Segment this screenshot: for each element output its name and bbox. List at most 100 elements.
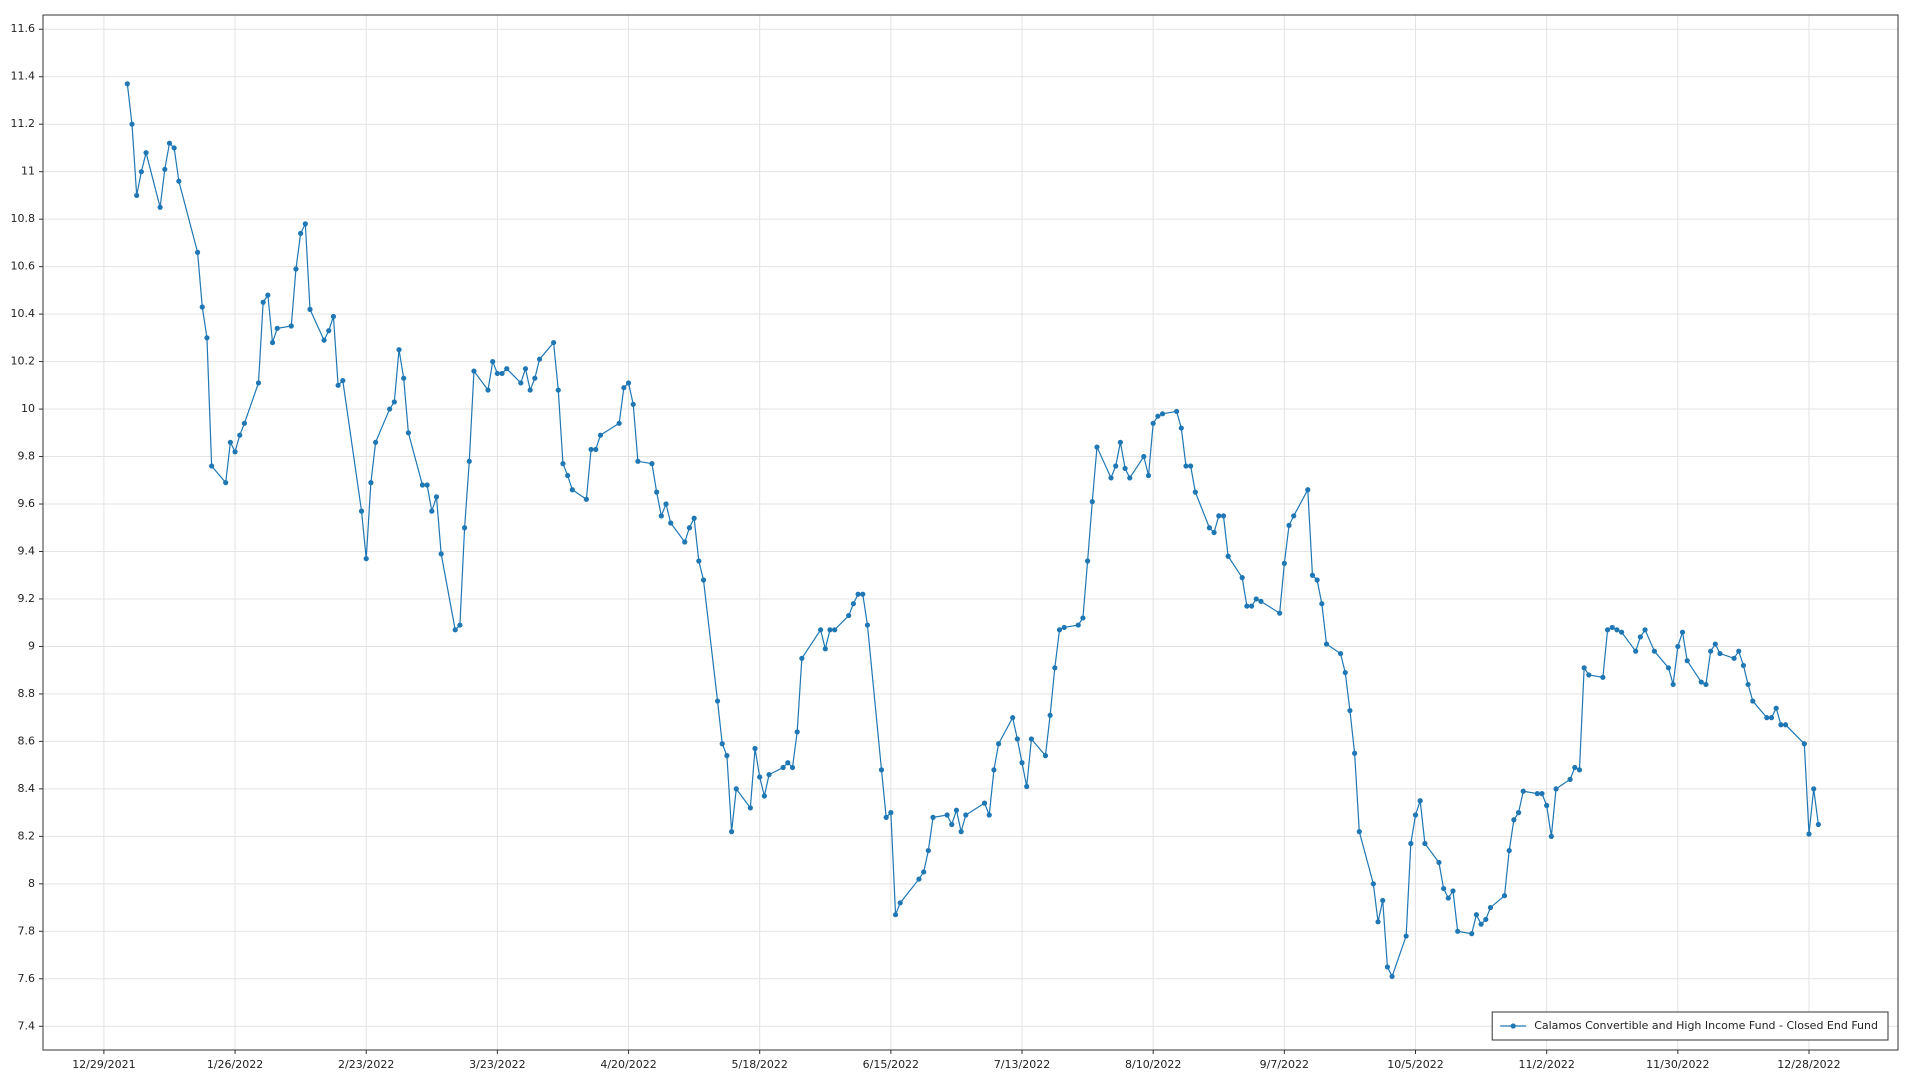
data-point <box>1604 627 1611 633</box>
data-point <box>897 900 903 906</box>
data-point <box>368 480 374 486</box>
data-point <box>625 380 632 386</box>
data-point <box>588 446 594 453</box>
data-point <box>649 461 655 467</box>
data-point <box>419 482 426 488</box>
data-point <box>438 551 444 557</box>
data-point <box>1609 624 1615 631</box>
y-tick-label: 11.2 <box>11 117 36 130</box>
data-point <box>963 812 969 818</box>
data-point <box>1544 802 1550 809</box>
data-point <box>335 382 341 388</box>
y-tick-label: 10.2 <box>11 355 36 368</box>
data-point <box>1155 413 1161 419</box>
data-point <box>1309 572 1316 578</box>
data-point <box>1436 859 1442 866</box>
data-point <box>1052 665 1058 671</box>
data-point <box>405 430 411 436</box>
data-point <box>1337 650 1344 657</box>
data-point <box>1239 575 1245 581</box>
data-point <box>682 539 688 545</box>
y-tick-label: 8.8 <box>18 687 36 700</box>
data-point <box>1145 472 1152 479</box>
data-point <box>996 741 1002 747</box>
data-point <box>686 525 693 531</box>
data-point <box>1441 885 1447 892</box>
data-point <box>1567 776 1573 782</box>
data-point <box>424 482 430 488</box>
data-point <box>307 306 313 312</box>
data-point <box>194 249 201 255</box>
data-point <box>429 508 435 514</box>
data-point <box>658 513 664 519</box>
data-point <box>1291 513 1297 519</box>
data-point <box>391 399 397 405</box>
data-point <box>485 387 491 393</box>
y-tick-label: 8.4 <box>18 782 36 795</box>
data-point <box>986 812 992 818</box>
data-point <box>1314 577 1320 583</box>
y-tick-label: 10 <box>21 402 35 415</box>
data-point <box>1586 672 1592 678</box>
data-point <box>1455 928 1461 934</box>
data-point <box>1056 627 1063 633</box>
x-tick-label: 8/10/2022 <box>1125 1058 1181 1071</box>
data-point <box>340 377 346 384</box>
data-point <box>888 810 894 816</box>
data-point <box>241 420 248 426</box>
y-tick-label: 11.6 <box>11 22 36 35</box>
data-point <box>330 313 337 320</box>
data-point <box>916 876 922 882</box>
data-point <box>471 368 477 374</box>
x-tick-label: 11/30/2022 <box>1646 1058 1709 1071</box>
data-point <box>1801 741 1807 747</box>
data-point <box>1698 679 1704 685</box>
data-point <box>860 591 866 597</box>
data-point <box>583 496 589 502</box>
data-point <box>1483 916 1489 923</box>
legend: Calamos Convertible and High Income Fund… <box>1491 1011 1889 1041</box>
data-point <box>921 869 927 875</box>
data-point <box>232 449 238 455</box>
y-tick-label: 9.8 <box>18 450 36 463</box>
y-tick-label: 10.6 <box>11 260 36 273</box>
data-point <box>1281 560 1287 566</box>
data-point <box>1731 655 1737 661</box>
data-point <box>822 646 828 652</box>
data-point <box>1614 627 1620 633</box>
data-point <box>1473 912 1480 918</box>
data-point <box>260 299 266 305</box>
plot-border <box>42 14 1899 1051</box>
data-point <box>527 387 533 393</box>
data-point <box>1520 788 1526 794</box>
legend-marker <box>1510 1023 1516 1029</box>
data-point <box>654 489 660 495</box>
data-point <box>700 577 707 583</box>
data-point <box>1750 698 1756 704</box>
data-point <box>1380 897 1386 904</box>
data-point <box>269 339 276 346</box>
data-point <box>1576 767 1583 773</box>
data-point <box>1450 888 1456 894</box>
data-point <box>1150 420 1156 426</box>
data-point <box>1515 810 1522 816</box>
data-point <box>1370 881 1376 887</box>
data-point <box>518 380 524 386</box>
data-point <box>1534 791 1540 797</box>
data-point <box>569 487 575 493</box>
data-point <box>1679 629 1686 635</box>
data-point <box>1248 603 1255 609</box>
data-point <box>494 370 500 377</box>
y-tick-label: 9.6 <box>18 497 36 510</box>
data-point <box>747 805 753 811</box>
data-point <box>1684 658 1690 664</box>
data-point <box>162 166 168 172</box>
data-point <box>466 458 472 464</box>
data-point <box>499 370 505 377</box>
data-point <box>630 401 636 407</box>
data-point <box>265 292 271 298</box>
data-point <box>532 375 538 381</box>
data-point <box>864 622 871 628</box>
y-tick-label: 8.2 <box>18 829 36 842</box>
data-point <box>490 358 496 365</box>
